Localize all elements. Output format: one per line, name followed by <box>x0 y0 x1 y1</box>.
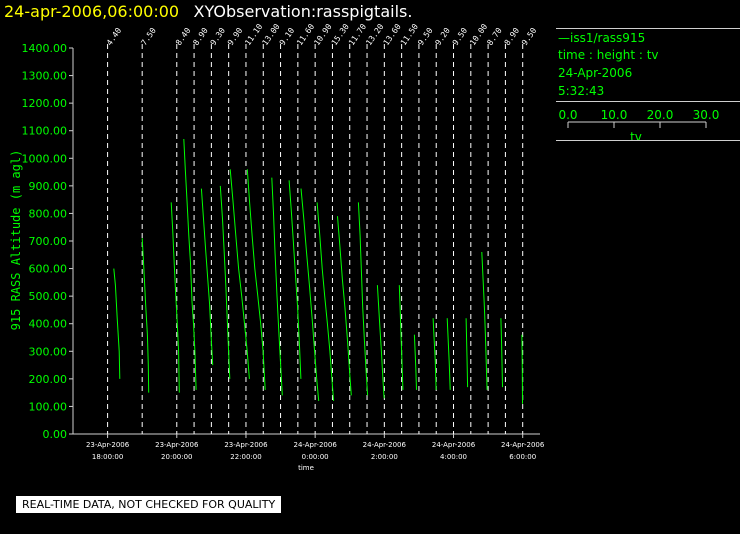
x-tick-time: 18:00:00 <box>92 453 123 461</box>
tv-profile-line <box>113 268 121 379</box>
legend-scale-ticks: 0.0 10.0 20.0 30.0 <box>558 108 719 128</box>
legend-divider <box>556 140 740 141</box>
legend-scale: 0.0 10.0 20.0 30.0 tv <box>558 108 719 144</box>
x-tick-time: 22:00:00 <box>230 453 261 461</box>
tv-profile-line <box>219 185 231 379</box>
profile-scale-label: 8.90 <box>503 26 522 47</box>
tv-profile-line <box>316 202 335 401</box>
y-tick-label: 1400.00 <box>22 42 68 55</box>
legend-scale-label: tv <box>630 130 642 144</box>
profile-scale-label: 4.40 <box>105 26 124 47</box>
y-tick-label: 0.00 <box>43 428 68 441</box>
y-tick-label: 1300.00 <box>22 70 68 83</box>
x-tick-time: 6:00:00 <box>509 453 536 461</box>
tv-profile-line <box>465 318 469 388</box>
x-tick-date: 24-Apr-2006 <box>432 441 476 449</box>
x-tick-time: 0:00:00 <box>302 453 329 461</box>
legend-date: 24-Apr-2006 <box>558 66 633 80</box>
y-tick-label: 1000.00 <box>22 152 68 165</box>
tv-profile-line <box>500 318 503 388</box>
legend-plot-desc: time : height : tv <box>558 48 659 62</box>
legend-time: 5:32:43 <box>558 84 605 98</box>
tv-profile-line <box>376 285 385 399</box>
x-tick-date: 23-Apr-2006 <box>224 441 268 449</box>
y-tick-label: 200.00 <box>29 373 68 386</box>
tv-profile-line <box>183 138 197 390</box>
profile-scale-label: 9.90 <box>226 26 245 47</box>
y-tick-label: 100.00 <box>29 400 68 413</box>
series-lines: 4.40 7.50 8.408.909.309.9011.1013.009.1011… <box>105 22 539 434</box>
tv-profile-line <box>432 318 437 390</box>
profile-scale-label: 8.90 <box>191 26 210 47</box>
tv-profile-line <box>170 202 180 393</box>
chart-axes: 0.00 100.00 200.00 300.00 400.00 500.00 600.00… <box>22 42 545 461</box>
tv-profile-line <box>446 318 451 390</box>
y-tick-label: 500.00 <box>29 290 68 303</box>
tv-profile-line <box>288 180 302 379</box>
header-title: XYObservation:rasspigtails. <box>193 2 413 21</box>
x-tick-date: 24-Apr-2006 <box>501 441 545 449</box>
profile-scale-label: 7.50 <box>139 26 158 47</box>
y-tick-label: 600.00 <box>29 263 68 276</box>
tv-profile-line <box>398 285 404 390</box>
profile-scale-label: 9.50 <box>520 26 539 47</box>
x-tick-time: 20:00:00 <box>161 453 192 461</box>
legend-scale-tick-label: 10.0 <box>601 108 628 122</box>
quality-notice: REAL-TIME DATA, NOT CHECKED FOR QUALITY <box>16 496 282 513</box>
y-tick-label: 300.00 <box>29 345 68 358</box>
tv-profile-line <box>521 334 523 404</box>
y-tick-label: 1200.00 <box>22 97 68 110</box>
tv-profile-line <box>141 238 150 393</box>
x-tick-date: 23-Apr-2006 <box>155 441 199 449</box>
x-tick-date: 23-Apr-2006 <box>86 441 130 449</box>
x-tick-time: 4:00:00 <box>440 453 467 461</box>
y-tick-label: 1100.00 <box>22 125 68 138</box>
header-date-time: 24-apr-2006,06:00:00 <box>4 2 180 21</box>
y-tick-label: 900.00 <box>29 180 68 193</box>
tv-profile-line <box>229 169 250 379</box>
profile-scale-label: 8.40 <box>174 26 193 47</box>
header: 24-apr-2006,06:00:00 XYObservation:rassp… <box>4 2 412 24</box>
legend-scale-tick-label: 20.0 <box>647 108 674 122</box>
y-tick-label: 800.00 <box>29 207 68 220</box>
tv-profile-line <box>337 216 352 396</box>
tv-profile-line <box>413 334 417 390</box>
legend-scale-tick-label: 0.0 <box>558 108 577 122</box>
tv-profile-line <box>357 202 369 396</box>
x-tick-date: 24-Apr-2006 <box>293 441 337 449</box>
profile-scale-label: 9.50 <box>416 26 435 47</box>
y-tick-label: 700.00 <box>29 235 68 248</box>
legend-scale-tick-label: 30.0 <box>693 108 720 122</box>
tv-profile-line <box>246 169 266 390</box>
legend-divider <box>556 28 740 29</box>
x-tick-date: 24-Apr-2006 <box>363 441 407 449</box>
legend-divider <box>556 101 740 102</box>
tv-profile-line <box>300 188 320 401</box>
profile-scale-label: 9.20 <box>433 26 452 47</box>
profile-scale-label: 8.70 <box>485 26 504 47</box>
tv-profile-line <box>481 251 488 390</box>
profile-scale-label: 9.50 <box>451 26 470 47</box>
x-tick-time: 2:00:00 <box>371 453 398 461</box>
profile-scale-label: 9.30 <box>209 26 228 47</box>
legend-series-label: —iss1/rass915 <box>558 31 646 45</box>
tv-profile-line <box>271 177 283 396</box>
profile-scale-label: 9.10 <box>278 26 297 47</box>
tv-profile-line <box>200 188 214 366</box>
y-tick-label: 400.00 <box>29 318 68 331</box>
x-axis-label: time <box>298 464 314 472</box>
y-axis-label: 915 RASS Altitude (m agl) <box>9 150 23 331</box>
